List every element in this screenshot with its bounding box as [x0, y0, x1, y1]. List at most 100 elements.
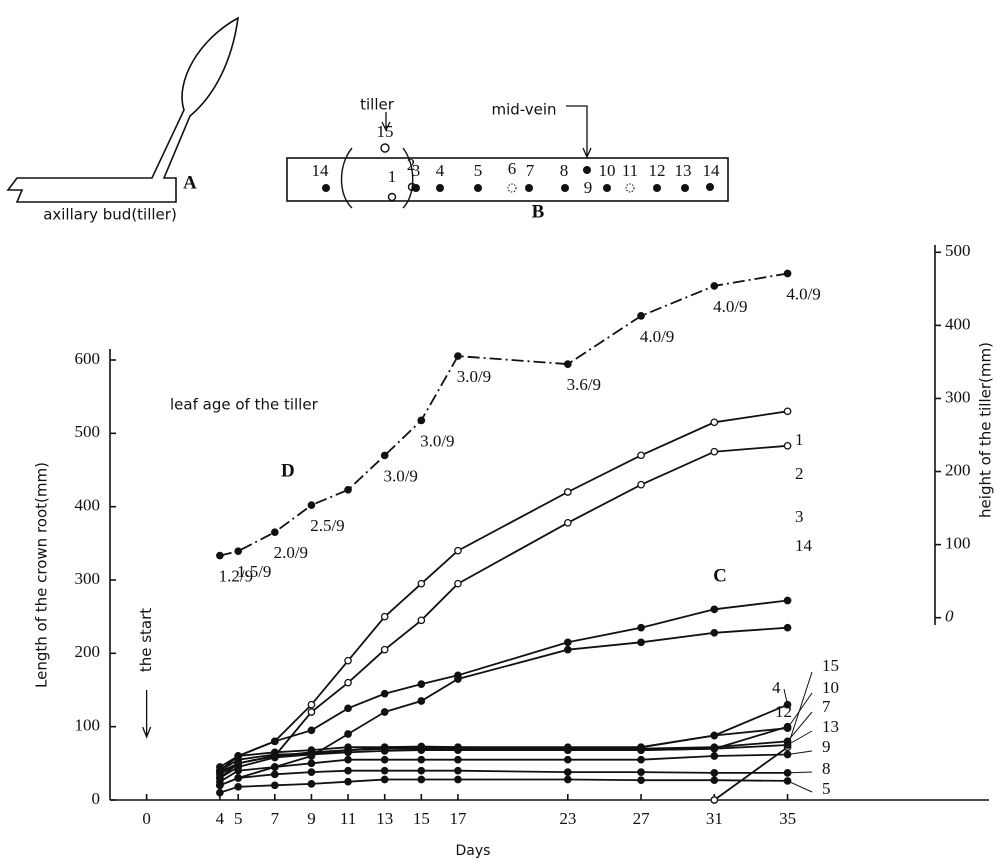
- data-point: [711, 630, 717, 636]
- data-point: [711, 606, 717, 612]
- data-point: [418, 617, 424, 623]
- figure: A axillary bud(tiller) tiller mid-vein B…: [0, 0, 998, 863]
- data-point: [381, 748, 387, 754]
- value-label: 4.0/9: [786, 284, 820, 303]
- y2-tick-label: 400: [945, 314, 971, 333]
- data-point: [565, 769, 571, 775]
- data-point: [711, 448, 717, 454]
- data-point: [418, 767, 424, 773]
- data-point: [784, 624, 790, 630]
- data-point: [345, 657, 351, 663]
- y2-tick-label: 0: [945, 607, 954, 626]
- x-tick-label: 17: [449, 809, 467, 828]
- series-label: 4: [772, 678, 781, 697]
- panel-a-label: A: [183, 172, 197, 193]
- vein-dot: [706, 183, 714, 191]
- y2-tick-label: 500: [945, 241, 971, 260]
- value-label: 3.0/9: [383, 466, 417, 485]
- series-label: 2: [795, 464, 804, 483]
- vein-dot: [603, 184, 611, 192]
- data-point: [418, 776, 424, 782]
- vein-dot: [653, 184, 661, 192]
- data-point: [272, 764, 278, 770]
- data-point: [308, 751, 314, 757]
- series-line: [220, 411, 788, 770]
- data-point: [381, 690, 387, 696]
- y-tick-label: 500: [75, 422, 101, 441]
- data-point: [381, 613, 387, 619]
- data-point: [711, 753, 717, 759]
- data-point: [345, 756, 351, 762]
- data-point: [565, 489, 571, 495]
- x-axis-label: Days: [456, 843, 491, 859]
- panel-b-label: B: [532, 201, 545, 222]
- value-label: 4.0/9: [640, 327, 674, 346]
- vein-number: 11: [622, 161, 638, 180]
- data-point: [381, 756, 387, 762]
- series-line: [220, 771, 788, 786]
- vein-number: 15: [377, 122, 394, 141]
- data-point: [455, 676, 461, 682]
- data-point: [565, 520, 571, 526]
- data-point: [272, 782, 278, 788]
- vein-number: 5: [474, 161, 483, 180]
- data-point: [235, 775, 241, 781]
- tiller-outline: [342, 148, 413, 208]
- data-point: [217, 782, 223, 788]
- data-point: [381, 709, 387, 715]
- data-point: [418, 756, 424, 762]
- data-point: [711, 777, 717, 783]
- data-point: [235, 753, 241, 759]
- series-label: 1: [795, 430, 804, 449]
- value-label: 3.0/9: [420, 431, 454, 450]
- x-tick-label: 0: [142, 809, 151, 828]
- vein-number: 14: [312, 161, 330, 180]
- data-point: [711, 797, 717, 803]
- data-point: [565, 639, 571, 645]
- vein-dot: [436, 184, 444, 192]
- data-point: [308, 709, 314, 715]
- vein-dot: [412, 184, 420, 192]
- vein-number: 10: [599, 161, 616, 180]
- x-tick-label: 4: [216, 809, 225, 828]
- data-point: [217, 789, 223, 795]
- data-point: [784, 408, 790, 414]
- data-point: [711, 283, 717, 289]
- series-label: 5: [822, 779, 831, 798]
- vein-dot: [508, 184, 516, 192]
- bud-outline: [8, 18, 238, 202]
- data-point: [308, 727, 314, 733]
- data-point: [418, 417, 424, 423]
- annotation: C: [713, 565, 727, 586]
- data-point: [381, 646, 387, 652]
- data-point: [638, 769, 644, 775]
- x-tick-label: 5: [234, 809, 243, 828]
- series-line: [220, 780, 788, 793]
- data-point: [455, 580, 461, 586]
- vein-number: 4: [436, 161, 445, 180]
- data-point: [784, 597, 790, 603]
- data-point: [381, 452, 387, 458]
- data-point: [455, 353, 461, 359]
- mid-vein-label: mid-vein: [491, 101, 556, 119]
- data-point: [418, 698, 424, 704]
- tiller-label: tiller: [360, 96, 395, 114]
- x-tick-label: 31: [706, 809, 723, 828]
- vein-dot: [474, 184, 482, 192]
- data-point: [308, 760, 314, 766]
- y2-tick-label: 300: [945, 387, 971, 406]
- data-point: [308, 701, 314, 707]
- leader-line: [788, 781, 812, 792]
- series-label: 3: [795, 507, 804, 526]
- data-point: [308, 781, 314, 787]
- data-point: [272, 529, 278, 535]
- x-tick-label: 13: [376, 809, 393, 828]
- data-point: [638, 777, 644, 783]
- x-tick-label: 23: [559, 809, 576, 828]
- leader-line: [788, 751, 812, 755]
- vein-dot: [389, 194, 396, 201]
- data-point: [565, 646, 571, 652]
- y2-axis-label: height of the tiller(mm): [977, 342, 995, 518]
- y2-tick-label: 100: [945, 534, 971, 553]
- panel-a-caption: axillary bud(tiller): [43, 206, 177, 224]
